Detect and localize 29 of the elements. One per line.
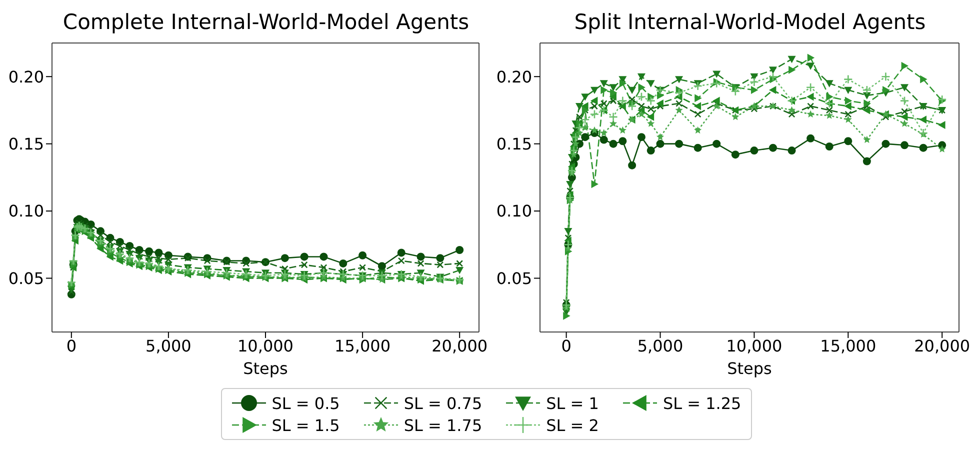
y-tick-label: 0.10 bbox=[8, 202, 44, 221]
x-tick-label: 0 bbox=[561, 336, 572, 356]
y-tick-label: 0.10 bbox=[496, 202, 532, 221]
y-tick-label: 0.05 bbox=[496, 268, 532, 288]
x-tick-label: 5,000 bbox=[637, 336, 684, 356]
chart-title: Complete Internal-World-Model Agents bbox=[62, 10, 470, 34]
legend-label: SL = 1 bbox=[546, 394, 599, 412]
x-tick-label: 15,000 bbox=[820, 336, 876, 356]
y-tick-label: 0.05 bbox=[8, 268, 44, 288]
x-tick-label: 0 bbox=[66, 336, 77, 356]
legend-label: SL = 1.75 bbox=[404, 416, 482, 434]
x-tick-label: 15,000 bbox=[334, 336, 391, 356]
x-axis-title: Steps bbox=[243, 359, 288, 378]
y-tick-label: 0.15 bbox=[8, 134, 44, 154]
chart-title: Split Internal-World-Model Agents bbox=[573, 10, 927, 34]
x-tick-label: 10,000 bbox=[238, 336, 294, 356]
x-tick-label: 10,000 bbox=[726, 336, 782, 356]
legend-label: SL = 1.25 bbox=[662, 394, 742, 412]
legend-label: SL = 1.5 bbox=[272, 416, 340, 434]
legend-label: SL = 0.5 bbox=[272, 394, 340, 412]
y-tick-label: 0.15 bbox=[496, 134, 532, 154]
x-tick-label: 20,000 bbox=[914, 336, 970, 356]
legend-label: SL = 2 bbox=[546, 416, 599, 434]
y-tick-label: 0.20 bbox=[8, 67, 44, 86]
x-tick-label: 20,000 bbox=[432, 336, 488, 356]
x-axis-title: Steps bbox=[727, 359, 772, 378]
legend-label: SL = 0.75 bbox=[404, 394, 482, 412]
x-tick-label: 5,000 bbox=[146, 336, 192, 356]
y-tick-label: 0.20 bbox=[496, 67, 532, 86]
